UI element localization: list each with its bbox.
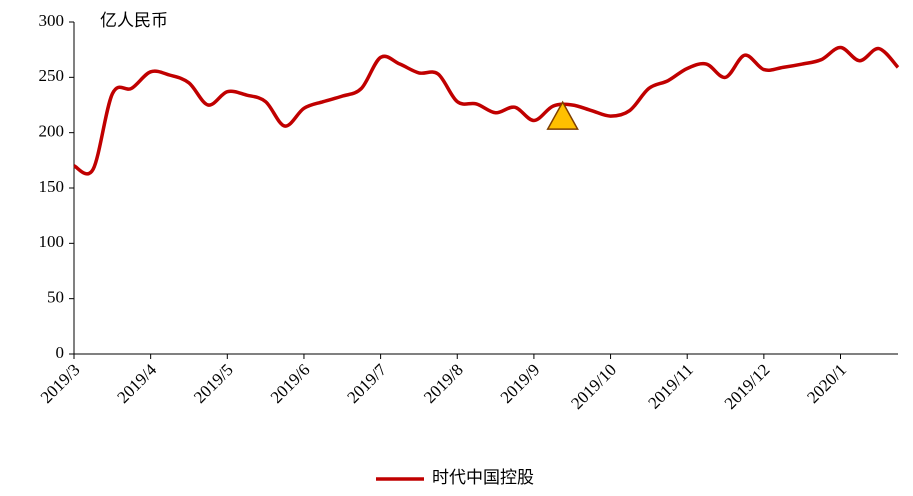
y-tick-label: 150 bbox=[39, 177, 65, 196]
x-tick-label: 2019/9 bbox=[497, 360, 544, 407]
y-tick-label: 100 bbox=[39, 232, 65, 251]
series-line bbox=[73, 45, 900, 176]
x-tick-label: 2019/8 bbox=[420, 360, 467, 407]
legend-label: 时代中国控股 bbox=[432, 468, 534, 487]
x-tick-label: 2019/12 bbox=[721, 360, 774, 413]
x-tick-label: 2019/11 bbox=[644, 360, 696, 412]
y-tick-label: 50 bbox=[47, 288, 64, 307]
marker bbox=[546, 100, 579, 130]
x-tick-label: 2019/6 bbox=[267, 360, 314, 407]
y-tick-label: 250 bbox=[39, 66, 65, 85]
x-tick-label: 2019/5 bbox=[190, 360, 237, 407]
y-axis-label: 亿人民币 bbox=[100, 11, 168, 30]
x-tick-label: 2019/10 bbox=[567, 360, 620, 413]
y-tick-label: 0 bbox=[56, 343, 65, 362]
x-tick-label: 2019/3 bbox=[37, 360, 84, 407]
x-tick-label: 2019/7 bbox=[343, 360, 390, 407]
x-tick-label: 2019/4 bbox=[113, 360, 160, 407]
y-tick-label: 200 bbox=[39, 122, 65, 141]
y-tick-label: 300 bbox=[39, 11, 65, 30]
x-tick-label: 2020/1 bbox=[803, 360, 850, 407]
